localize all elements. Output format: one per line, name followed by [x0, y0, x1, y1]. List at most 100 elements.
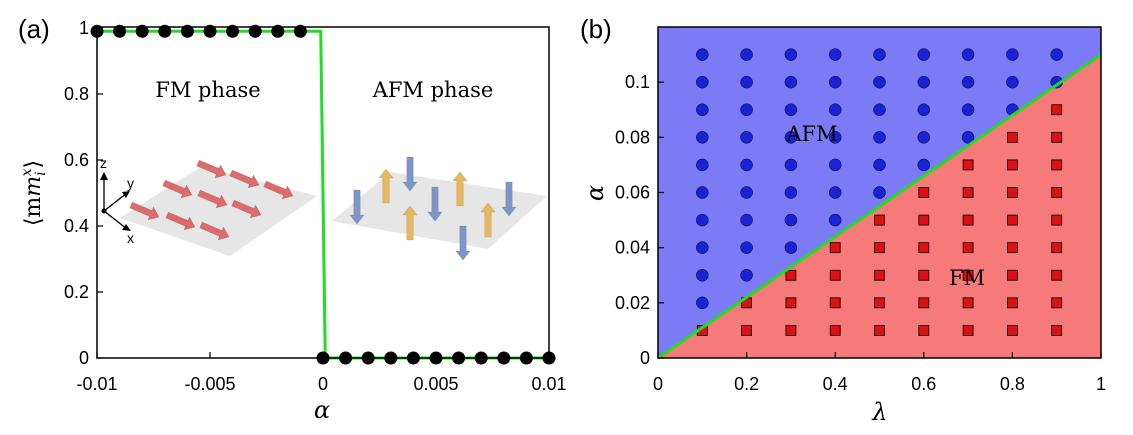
afm-point — [961, 75, 975, 89]
x-tick-label: 0 — [318, 374, 328, 394]
fm-point — [1051, 159, 1063, 171]
afm-point — [828, 103, 842, 116]
afm-point — [784, 241, 798, 254]
afm-point — [696, 296, 709, 310]
afm-point — [961, 131, 975, 144]
x-tick-label: 0.4 — [823, 374, 848, 394]
y-axis-label: y — [127, 175, 134, 191]
x-tick-label: 0.2 — [734, 374, 759, 394]
fm-point — [874, 242, 885, 254]
panel-a: (a) -0.01 -0.005 0 0.005 0.0100.20.40.60.81 … — [18, 14, 567, 424]
afm-spin-arrow-down — [402, 156, 418, 192]
x-tick-label: -0.005 — [184, 374, 235, 394]
fm-point — [829, 269, 841, 281]
magnetization-point — [135, 24, 149, 38]
afm-point — [873, 131, 886, 144]
afm-spin-arrow-down — [501, 181, 517, 217]
afm-spin-arrow-up — [480, 202, 496, 238]
fm-point — [1051, 104, 1063, 116]
afm-region-label: AFM — [785, 122, 837, 146]
afm-point — [828, 131, 842, 144]
x-axis-label: x — [127, 230, 134, 246]
magnetization-point — [180, 24, 194, 38]
fm-point — [785, 297, 797, 309]
afm-point — [961, 103, 975, 116]
fm-spin-arrow — [196, 159, 227, 179]
y-tick-label: 0 — [79, 348, 89, 368]
panel-a-ylabel: ⟨mmix⟩ — [19, 160, 49, 226]
afm-point — [917, 103, 931, 116]
afm-point — [784, 158, 798, 172]
fm-point — [962, 214, 974, 226]
y-tick-label: 0 — [640, 348, 650, 368]
fm-phase-label: FM phase — [155, 78, 260, 102]
panel-b-label: (b) — [580, 14, 612, 44]
afm-spin-arrow-down — [349, 189, 365, 225]
afm-point — [696, 213, 709, 227]
afm-point — [828, 186, 842, 199]
fm-point — [785, 325, 797, 336]
coordinate-axes-icon: z y x — [100, 155, 134, 246]
y-tick-label: 1 — [79, 18, 89, 38]
afm-point — [873, 75, 886, 89]
afm-spin-illustration — [332, 156, 547, 261]
svg-text:⟨mmix⟩: ⟨mmix⟩ — [19, 160, 49, 226]
z-axis-label: z — [100, 155, 107, 171]
panel-a-label: (a) — [18, 14, 50, 44]
panel-b-ticks: 0 0.2 0.4 0.6 0.8 1 0 0.02 0.04 0.06 0.08 0.1 — [615, 72, 1106, 394]
magnetization-point — [271, 24, 285, 38]
y-tick-label: 0.08 — [615, 127, 650, 147]
fm-point — [918, 269, 930, 281]
afm-point — [696, 75, 709, 89]
y-tick-label: 0.8 — [64, 84, 89, 104]
fm-spin-illustration: z y x — [100, 155, 317, 256]
afm-point — [740, 158, 753, 172]
y-tick-label: 0.2 — [64, 282, 89, 302]
fm-point — [874, 214, 885, 226]
fm-spin-arrow — [197, 189, 228, 209]
afm-point — [873, 48, 886, 61]
magnetization-point — [113, 24, 127, 38]
fm-point — [1051, 187, 1063, 198]
afm-spin-arrow-down — [427, 186, 443, 222]
fm-point — [962, 325, 974, 336]
fm-point — [1007, 187, 1018, 198]
afm-spin-arrow-up — [378, 168, 394, 204]
afm-point — [696, 269, 709, 282]
panel-a-xlabel: α — [314, 396, 330, 424]
afm-point — [784, 186, 798, 199]
y-tick-label: 0.4 — [64, 216, 89, 236]
x-tick-label: -0.01 — [76, 374, 117, 394]
afm-spin-arrow-down — [455, 225, 471, 261]
fm-point — [1051, 269, 1063, 281]
x-tick-label: 0.6 — [911, 374, 936, 394]
magnetization-point — [248, 24, 262, 38]
afm-point — [828, 213, 842, 227]
fm-point — [918, 214, 930, 226]
fm-point — [962, 159, 974, 171]
magnetization-point — [203, 24, 217, 38]
y-tick-label: 0.1 — [625, 72, 650, 92]
x-tick-label: 1 — [1096, 374, 1106, 394]
afm-point — [740, 213, 753, 227]
fm-point — [1051, 131, 1063, 143]
y-tick-label: 0.6 — [64, 150, 89, 170]
magnetization-point — [226, 24, 240, 38]
panel-b-ylabel: α — [581, 185, 609, 201]
afm-point — [696, 158, 709, 172]
x-tick-label: 0.8 — [1000, 374, 1025, 394]
afm-point — [696, 241, 709, 254]
magnetization-point — [158, 24, 172, 38]
afm-point — [1050, 48, 1063, 61]
afm-arrows — [349, 156, 517, 261]
fm-point — [1007, 214, 1018, 226]
fm-spin-arrow — [129, 201, 160, 221]
fm-point — [829, 242, 841, 254]
afm-point — [696, 186, 709, 199]
phase-boundary-line — [657, 53, 1102, 360]
fm-point — [962, 187, 974, 198]
y-tick-label: 0.06 — [615, 183, 650, 203]
afm-spin-arrow-up — [452, 171, 468, 207]
fm-point — [874, 297, 885, 309]
fm-point — [1007, 131, 1018, 143]
